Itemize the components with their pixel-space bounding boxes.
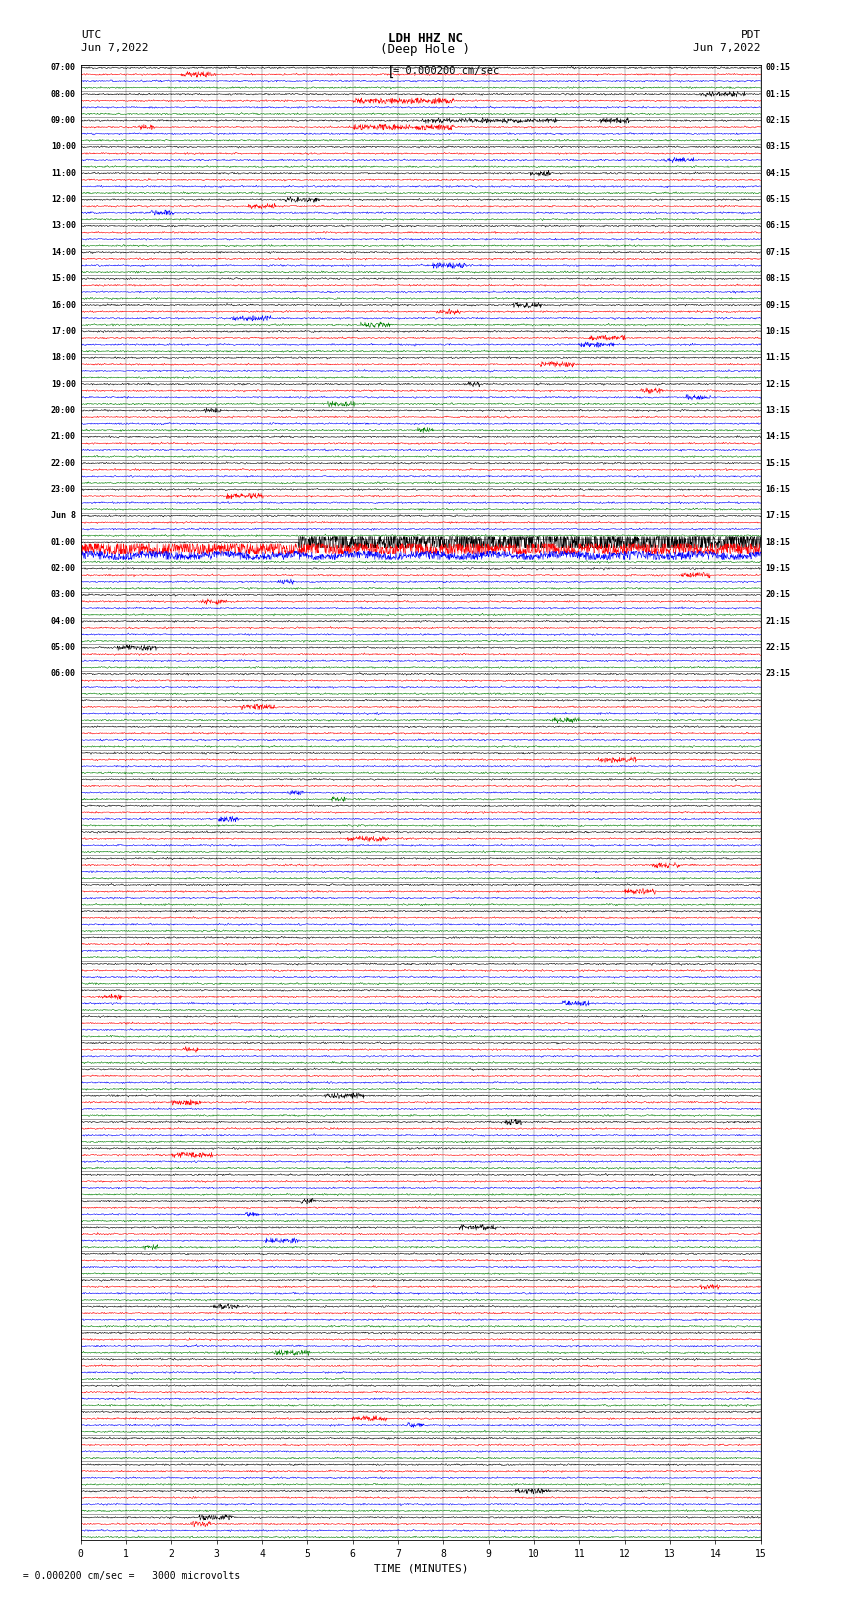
Text: 06:15: 06:15 <box>766 221 790 231</box>
Text: 18:00: 18:00 <box>51 353 76 363</box>
Text: 21:15: 21:15 <box>766 616 790 626</box>
Text: 00:15: 00:15 <box>766 63 790 73</box>
Text: 14:00: 14:00 <box>51 248 76 256</box>
Text: 01:15: 01:15 <box>766 90 790 98</box>
Text: 05:00: 05:00 <box>51 644 76 652</box>
Text: 07:15: 07:15 <box>766 248 790 256</box>
Text: 02:00: 02:00 <box>51 565 76 573</box>
Text: [: [ <box>387 65 395 79</box>
Text: 13:00: 13:00 <box>51 221 76 231</box>
Text: 12:15: 12:15 <box>766 379 790 389</box>
Text: 09:15: 09:15 <box>766 300 790 310</box>
Text: 19:15: 19:15 <box>766 565 790 573</box>
Text: 11:00: 11:00 <box>51 169 76 177</box>
Text: 14:15: 14:15 <box>766 432 790 442</box>
Text: 15:15: 15:15 <box>766 458 790 468</box>
Text: 15:00: 15:00 <box>51 274 76 284</box>
Text: LDH HHZ NC: LDH HHZ NC <box>388 32 462 45</box>
Text: 13:15: 13:15 <box>766 406 790 415</box>
Text: PDT: PDT <box>740 31 761 40</box>
Text: 08:00: 08:00 <box>51 90 76 98</box>
Text: 04:15: 04:15 <box>766 169 790 177</box>
Text: 10:15: 10:15 <box>766 327 790 336</box>
Text: Jun 7,2022: Jun 7,2022 <box>81 44 148 53</box>
Text: = 0.000200 cm/sec =   3000 microvolts: = 0.000200 cm/sec = 3000 microvolts <box>17 1571 241 1581</box>
Text: 10:00: 10:00 <box>51 142 76 152</box>
Text: UTC: UTC <box>81 31 101 40</box>
Text: 09:00: 09:00 <box>51 116 76 126</box>
Text: 23:15: 23:15 <box>766 669 790 679</box>
Text: 11:15: 11:15 <box>766 353 790 363</box>
Text: 19:00: 19:00 <box>51 379 76 389</box>
Text: 12:00: 12:00 <box>51 195 76 205</box>
Text: 06:00: 06:00 <box>51 669 76 679</box>
Text: 16:15: 16:15 <box>766 486 790 494</box>
Text: 20:00: 20:00 <box>51 406 76 415</box>
Text: 22:00: 22:00 <box>51 458 76 468</box>
Text: 08:15: 08:15 <box>766 274 790 284</box>
Text: 17:00: 17:00 <box>51 327 76 336</box>
X-axis label: TIME (MINUTES): TIME (MINUTES) <box>373 1563 468 1574</box>
Text: Jun 8: Jun 8 <box>51 511 76 521</box>
Text: Jun 7,2022: Jun 7,2022 <box>694 44 761 53</box>
Text: 22:15: 22:15 <box>766 644 790 652</box>
Text: 17:15: 17:15 <box>766 511 790 521</box>
Text: 18:15: 18:15 <box>766 537 790 547</box>
Text: 03:15: 03:15 <box>766 142 790 152</box>
Text: 04:00: 04:00 <box>51 616 76 626</box>
Text: 07:00: 07:00 <box>51 63 76 73</box>
Text: 16:00: 16:00 <box>51 300 76 310</box>
Text: = 0.000200 cm/sec: = 0.000200 cm/sec <box>393 66 499 76</box>
Text: 03:00: 03:00 <box>51 590 76 600</box>
Text: 02:15: 02:15 <box>766 116 790 126</box>
Text: 21:00: 21:00 <box>51 432 76 442</box>
Text: 01:00: 01:00 <box>51 537 76 547</box>
Text: 20:15: 20:15 <box>766 590 790 600</box>
Text: 23:00: 23:00 <box>51 486 76 494</box>
Text: (Deep Hole ): (Deep Hole ) <box>380 44 470 56</box>
Text: 05:15: 05:15 <box>766 195 790 205</box>
